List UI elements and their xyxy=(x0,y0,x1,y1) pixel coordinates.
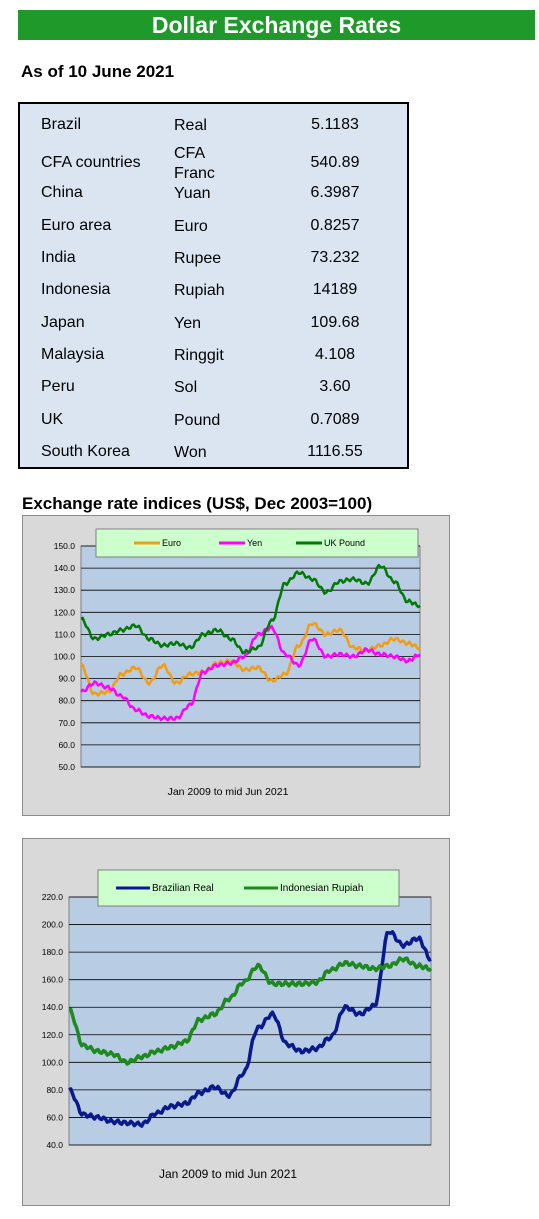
y-tick-label: 120.0 xyxy=(54,607,76,617)
country-cell: Indonesia xyxy=(41,281,111,298)
series-line xyxy=(80,563,421,655)
y-tick-label: 140.0 xyxy=(42,1002,64,1012)
index-chart-heading: Exchange rate indices (US$, Dec 2003=100… xyxy=(22,494,373,513)
currency-cell: Pound xyxy=(174,412,221,429)
index-chart-euro-yen-pound: 50.0 60.0 70.0 80.0 90.0 100.0 110.0 120.0 130.0… xyxy=(54,528,421,798)
y-tick-label: 140.0 xyxy=(54,563,76,573)
country-cell: India xyxy=(41,249,76,266)
y-tick-label: 150.0 xyxy=(54,541,76,551)
series-line xyxy=(68,956,433,1066)
y-tick-label: 100.0 xyxy=(42,1057,64,1067)
country-cell: South Korea xyxy=(41,443,130,460)
y-tick-label: 130.0 xyxy=(54,585,76,595)
country-cell: CFA countries xyxy=(41,154,141,171)
rate-cell: 14189 xyxy=(312,281,358,298)
country-cell: Brazil xyxy=(41,116,82,133)
country-cell: Euro area xyxy=(41,217,112,234)
legend-label: Indonesian Rupiah xyxy=(280,883,363,894)
y-tick-label: 90.0 xyxy=(58,674,75,684)
currency-cell: Rupiah xyxy=(174,282,225,299)
country-cell: Peru xyxy=(41,378,75,395)
currency-cell: Rupee xyxy=(174,250,222,267)
series-line xyxy=(80,624,421,722)
exchange-rate-table: Brazil Real 5.1183 CFA countries CFA Franc 54… xyxy=(18,102,409,469)
plot-area xyxy=(68,896,432,1146)
rate-cell: 109.68 xyxy=(310,314,360,331)
y-tick-label: 40.0 xyxy=(46,1140,63,1150)
legend-label: Euro xyxy=(162,538,181,548)
y-tick-label: 220.0 xyxy=(42,892,64,902)
y-tick-label: 70.0 xyxy=(58,718,75,728)
rate-cell: 540.89 xyxy=(310,154,360,171)
chart-frame-1: 50.0 60.0 70.0 80.0 90.0 100.0 110.0 120.0 130.0… xyxy=(22,515,450,816)
currency-cell: Real xyxy=(174,117,207,134)
country-cell: Malaysia xyxy=(41,346,105,363)
y-tick-label: 80.0 xyxy=(58,696,75,706)
y-tick-label: 80.0 xyxy=(46,1085,63,1095)
as-of-date: As of 10 June 2021 xyxy=(21,62,175,81)
x-axis-label: Jan 2009 to mid Jun 2021 xyxy=(159,1167,297,1181)
y-tick-label: 160.0 xyxy=(42,975,64,985)
rate-cell: 0.7089 xyxy=(310,411,360,428)
legend-label: UK Pound xyxy=(324,538,365,548)
x-axis-label: Jan 2009 to mid Jun 2021 xyxy=(168,786,289,798)
y-tick-label: 180.0 xyxy=(42,947,64,957)
rate-cell: 4.108 xyxy=(314,346,356,363)
page-title: Dollar Exchange Rates xyxy=(151,12,402,38)
currency-cell: Won xyxy=(174,444,207,461)
y-tick-label: 200.0 xyxy=(42,920,64,930)
currency-cell: Euro xyxy=(174,218,208,235)
rate-cell: 73.232 xyxy=(310,249,360,266)
rate-cell: 5.1183 xyxy=(311,116,359,133)
y-tick-label: 60.0 xyxy=(46,1112,63,1122)
country-cell: China xyxy=(41,184,83,201)
chart-frame-2: 40.0 60.0 80.0 100.0 120.0 140.0 160.0 180.0 200… xyxy=(22,838,450,1206)
rate-cell: 0.8257 xyxy=(310,217,360,234)
country-cell: UK xyxy=(41,411,64,428)
currency-cell: CFA Franc xyxy=(174,145,215,182)
y-tick-label: 100.0 xyxy=(54,652,76,662)
legend-label: Brazilian Real xyxy=(152,883,214,894)
rate-cell: 6.3987 xyxy=(310,184,360,201)
rate-cell: 1116.55 xyxy=(307,443,363,460)
page-title-banner: Dollar Exchange Rates xyxy=(18,10,535,40)
y-tick-label: 60.0 xyxy=(58,740,75,750)
rate-cell: 3.60 xyxy=(319,378,351,395)
currency-cell: Ringgit xyxy=(174,347,224,364)
y-tick-label: 110.0 xyxy=(54,629,75,639)
index-chart-real-rupiah: 40.0 60.0 80.0 100.0 120.0 140.0 160.0 180.0 200… xyxy=(42,869,433,1181)
y-tick-label: 120.0 xyxy=(42,1030,64,1040)
currency-cell: Yen xyxy=(174,315,201,332)
country-cell: Japan xyxy=(41,314,85,331)
currency-cell: Yuan xyxy=(174,185,211,202)
legend-label: Yen xyxy=(247,538,262,548)
series-line xyxy=(68,930,432,1128)
currency-cell: Sol xyxy=(174,379,198,396)
y-tick-label: 50.0 xyxy=(58,762,75,772)
